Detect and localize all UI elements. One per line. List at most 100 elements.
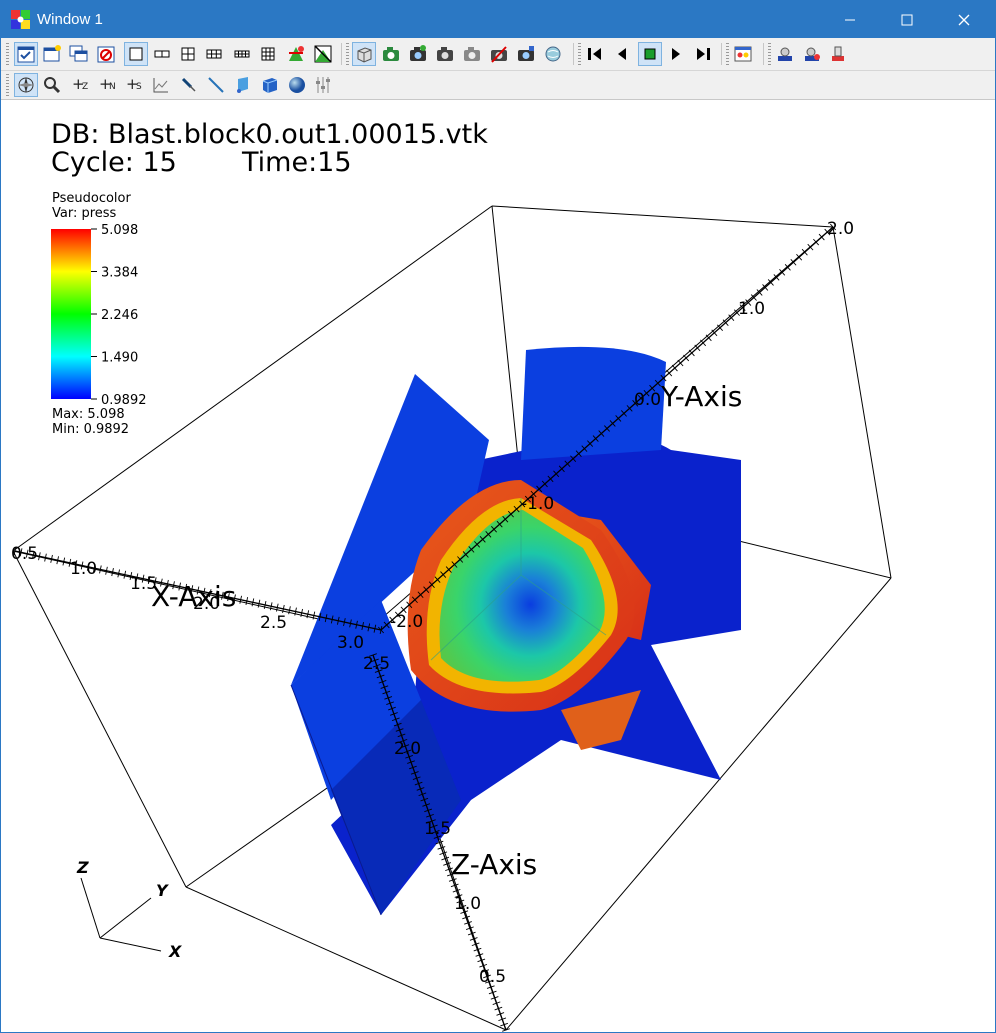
line-tool-button[interactable] — [205, 74, 227, 96]
x-axis-tick-mark — [343, 618, 346, 627]
box-tool-button[interactable] — [259, 74, 281, 96]
print-button[interactable] — [827, 43, 849, 65]
settings-button[interactable] — [732, 43, 754, 65]
y-axis-tick-mark — [637, 394, 644, 402]
render-viewport[interactable]: DB: Blast.block0.out1.00015.vtk Cycle: 1… — [1, 100, 995, 1032]
restore-session-button[interactable] — [801, 43, 823, 65]
axis-restriction-button[interactable] — [312, 74, 334, 96]
spreadsheet-pick-button[interactable]: + S — [123, 74, 145, 96]
lock-time-icon — [314, 45, 332, 63]
y-axis-tick-mark — [790, 258, 797, 266]
y-axis-tick-mark — [394, 611, 401, 619]
node-pick-button[interactable]: + N — [96, 74, 118, 96]
z-axis-tick-mark — [416, 787, 425, 791]
layout-2x3-button[interactable] — [203, 43, 225, 65]
render-canvas[interactable]: DB: Blast.block0.out1.00015.vtk Cycle: 1… — [1, 100, 995, 1032]
box-icon — [262, 78, 278, 93]
lock-time-button[interactable] — [312, 43, 334, 65]
pseudocolor-plot — [290, 346, 741, 916]
x-axis-tick-mark — [215, 590, 218, 599]
clone-window-button[interactable] — [68, 43, 90, 65]
layout-1x2-button[interactable] — [151, 43, 173, 65]
clear-plots-button[interactable] — [515, 43, 537, 65]
y-axis-tick-mark — [541, 480, 548, 488]
delete-window-button[interactable] — [95, 43, 117, 65]
previous-frame-button[interactable] — [611, 43, 633, 65]
minimize-button[interactable] — [827, 1, 873, 38]
y-axis-tick-mark — [575, 450, 582, 457]
window-check-icon — [17, 46, 35, 63]
zoom-tool-button[interactable] — [41, 74, 63, 96]
recenter-view-button[interactable] — [542, 43, 564, 65]
layout-2x4-button[interactable] — [231, 43, 253, 65]
legend-tick-label: 2.246 — [101, 308, 138, 323]
draw-plots-button[interactable] — [407, 43, 429, 65]
sphere-tool-button[interactable] — [286, 74, 308, 96]
z-axis-tick-mark — [370, 658, 379, 663]
close-button[interactable] — [941, 1, 987, 38]
new-window-button[interactable] — [41, 43, 63, 65]
y-axis-tick-mark — [779, 269, 786, 276]
y-axis-tick-mark — [733, 309, 740, 316]
skip-forward-icon — [697, 48, 710, 60]
z-axis-tick-mark — [477, 958, 486, 963]
y-axis-tick-mark — [615, 415, 622, 422]
first-frame-button[interactable] — [584, 43, 606, 65]
x-axis-tick-mark — [160, 578, 163, 587]
toolbar-grip[interactable] — [6, 43, 9, 65]
legend-tick-label: 0.9892 — [101, 393, 147, 408]
z-axis-tick-mark — [439, 851, 448, 855]
y-axis-tick-mark — [479, 536, 486, 543]
y-axis-tick-mark — [445, 566, 452, 573]
toolbar-grip[interactable] — [6, 74, 9, 96]
last-frame-button[interactable] — [692, 43, 714, 65]
main-toolbar — [1, 38, 995, 71]
lock-view-button[interactable] — [285, 43, 307, 65]
save-image-button[interactable] — [461, 43, 483, 65]
save-session-button[interactable] — [774, 43, 796, 65]
layout-1x2-icon — [154, 50, 170, 58]
reset-view-button[interactable] — [352, 42, 376, 66]
layout-1x1-icon — [129, 47, 143, 61]
stop-icon — [644, 48, 656, 60]
plane-tool-button[interactable] — [232, 74, 254, 96]
delete-plots-button[interactable] — [488, 43, 510, 65]
add-plot-button[interactable] — [380, 43, 402, 65]
maximize-button[interactable] — [884, 1, 930, 38]
z-axis-tick-mark — [388, 706, 396, 711]
title-bar[interactable]: Window 1 — [1, 1, 995, 38]
x-axis-tick-mark — [44, 553, 47, 562]
y-axis-tick-mark — [632, 400, 639, 407]
plus-icon: + — [126, 75, 139, 93]
database-label: DB: Blast.block0.out1.00015.vtk — [51, 119, 488, 150]
active-window-button[interactable] — [14, 42, 38, 66]
layout-2x2-button[interactable] — [177, 43, 199, 65]
z-axis-tick-mark — [479, 963, 488, 968]
z-axis-tick-mark — [469, 937, 478, 941]
y-axis-tick-mark — [581, 445, 588, 452]
z-axis-tick-mark — [420, 797, 429, 802]
y-axis-tick-mark — [807, 243, 814, 251]
globe-icon — [545, 46, 561, 62]
x-axis-tick-mark — [32, 550, 35, 559]
navigate-tool-button[interactable] — [14, 73, 38, 97]
layout-3x3-button[interactable] — [257, 43, 279, 65]
z-axis-tick-mark — [481, 969, 490, 973]
layout-1x1-button[interactable] — [124, 42, 148, 66]
pick-line-button[interactable] — [178, 74, 200, 96]
magnifier-icon — [44, 77, 61, 94]
z-axis-tick-mark — [465, 926, 474, 930]
y-axis-tick-mark — [728, 314, 735, 321]
y-axis-tick-mark — [773, 274, 780, 281]
z-axis-tick-mark — [395, 728, 404, 732]
triad-z-label: Z — [76, 858, 89, 877]
play-button[interactable] — [665, 43, 687, 65]
z-axis-tick-mark — [494, 1006, 503, 1011]
zone-pick-button[interactable]: + Z — [69, 74, 91, 96]
stop-button[interactable] — [638, 42, 662, 66]
curve-tool-button[interactable] — [150, 74, 172, 96]
y-axis-tick-mark — [434, 576, 441, 583]
hide-plots-button[interactable] — [434, 43, 456, 65]
z-axis-tick-mark — [401, 744, 410, 748]
